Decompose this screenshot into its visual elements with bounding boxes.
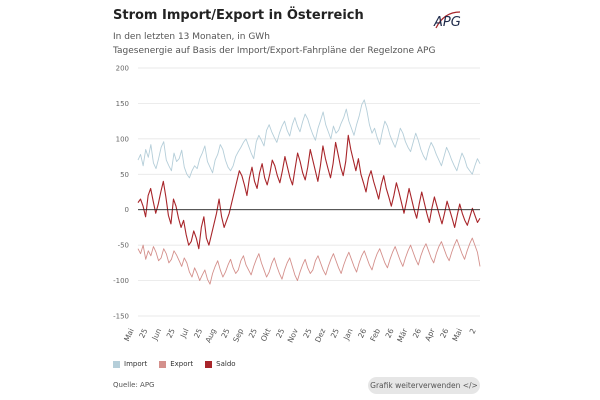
y-tick-label: -100 xyxy=(113,277,129,285)
x-tick-label: 25 xyxy=(274,327,286,340)
chart-subtitle-description: Tagesenergie auf Basis der Import/Export… xyxy=(113,46,436,56)
y-tick-label: -50 xyxy=(118,242,129,250)
x-tick-label: 26 xyxy=(356,327,368,340)
series-line-import xyxy=(137,99,481,179)
legend-item-saldo: Saldo xyxy=(205,360,236,368)
x-tick-label: Jul xyxy=(178,327,190,340)
x-tick-label: 25 xyxy=(165,327,177,340)
x-tick-label: Feb xyxy=(368,327,382,343)
legend-item-import: Import xyxy=(113,360,147,368)
y-tick-label: -150 xyxy=(113,313,129,321)
x-tick-label: 25 xyxy=(192,327,204,340)
legend-swatch-import xyxy=(113,360,120,368)
legend-label-saldo: Saldo xyxy=(216,360,236,368)
apg-logo: APG xyxy=(433,11,461,30)
legend-item-export: Export xyxy=(159,360,193,368)
legend-swatch-export xyxy=(159,360,167,368)
chart-legend: Import Export Saldo xyxy=(113,360,236,368)
x-tick-label: 26 xyxy=(384,327,396,340)
x-tick-label: 25 xyxy=(301,327,313,340)
legend-swatch-saldo xyxy=(205,360,213,368)
x-tick-label: 26 xyxy=(438,327,450,340)
x-tick-label: Apr xyxy=(423,326,437,342)
legend-label-export: Export xyxy=(170,360,194,368)
chart-title: Strom Import/Export in Österreich xyxy=(113,8,364,23)
x-tick-label: Sep xyxy=(231,327,245,344)
series-line-export xyxy=(137,237,481,285)
x-tick-label: Mai xyxy=(122,327,136,343)
x-tick-label: Mai xyxy=(450,327,464,343)
x-tick-label: Nov xyxy=(286,327,301,345)
legend-label-import: Import xyxy=(124,360,148,368)
x-tick-label: Jan xyxy=(341,327,355,342)
y-tick-label: 0 xyxy=(125,206,129,214)
x-tick-label: Jun xyxy=(150,327,164,343)
y-tick-label: 200 xyxy=(116,65,129,73)
series-line-saldo xyxy=(137,134,481,250)
x-tick-label: 25 xyxy=(329,327,341,340)
x-tick-label: Dez xyxy=(313,327,327,344)
y-tick-label: 100 xyxy=(116,135,129,143)
x-tick-label: 26 xyxy=(411,327,423,340)
y-tick-label: 150 xyxy=(116,100,129,108)
source-note: Quelle: APG xyxy=(113,381,155,389)
chart-subtitle-period: In den letzten 13 Monaten, in GWh xyxy=(113,32,270,42)
y-tick-label: 50 xyxy=(120,171,129,179)
x-tick-label: 2 xyxy=(468,327,478,335)
x-tick-label: 25 xyxy=(219,327,231,340)
svg-text:APG: APG xyxy=(433,15,461,30)
x-tick-label: 25 xyxy=(137,327,149,340)
x-tick-label: 25 xyxy=(247,327,259,340)
x-tick-label: Okt xyxy=(259,327,273,343)
x-tick-label: Aug xyxy=(204,327,218,344)
embed-graphic-button[interactable]: Grafik weiterverwenden </> xyxy=(368,377,480,394)
x-tick-label: Mär xyxy=(395,326,410,343)
